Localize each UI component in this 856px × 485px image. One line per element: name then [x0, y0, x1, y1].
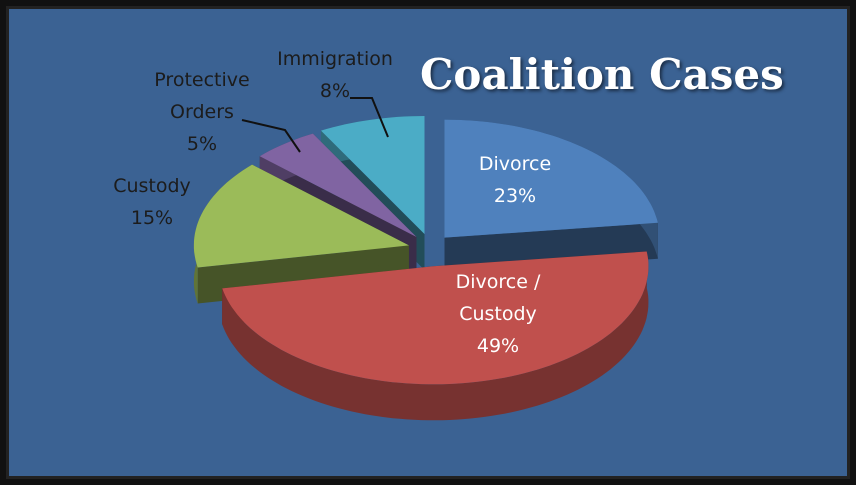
category-label: Protective Orders [154, 69, 250, 123]
leader-line [350, 97, 389, 138]
slice-side [222, 251, 649, 421]
value-label: 8% [319, 80, 351, 102]
leader-line [241, 119, 301, 153]
pie [193, 116, 658, 421]
slice [259, 133, 417, 237]
slice [193, 164, 409, 268]
category-label: Immigration [277, 48, 393, 70]
slice [321, 116, 425, 234]
slice [444, 119, 658, 238]
value-label: 5% [186, 133, 218, 155]
value-label: 15% [130, 207, 174, 229]
chart-title: Coalition Cases [420, 50, 784, 99]
slice [444, 119, 658, 274]
slice-label: Custody 15% [113, 170, 191, 234]
slice [222, 251, 649, 421]
value-label: 49% [476, 335, 520, 357]
category-label: Custody [113, 175, 191, 197]
category-label: Divorce / Custody [455, 271, 541, 325]
category-label: Divorce [478, 153, 552, 175]
slice-label: Protective Orders 5% [142, 64, 262, 160]
value-label: 23% [493, 185, 537, 207]
slice-label: Immigration 8% [277, 43, 393, 107]
slice-label: Divorce 23% [479, 148, 551, 212]
slice-label: Divorce / Custody 49% [442, 266, 554, 362]
slice [222, 251, 649, 385]
